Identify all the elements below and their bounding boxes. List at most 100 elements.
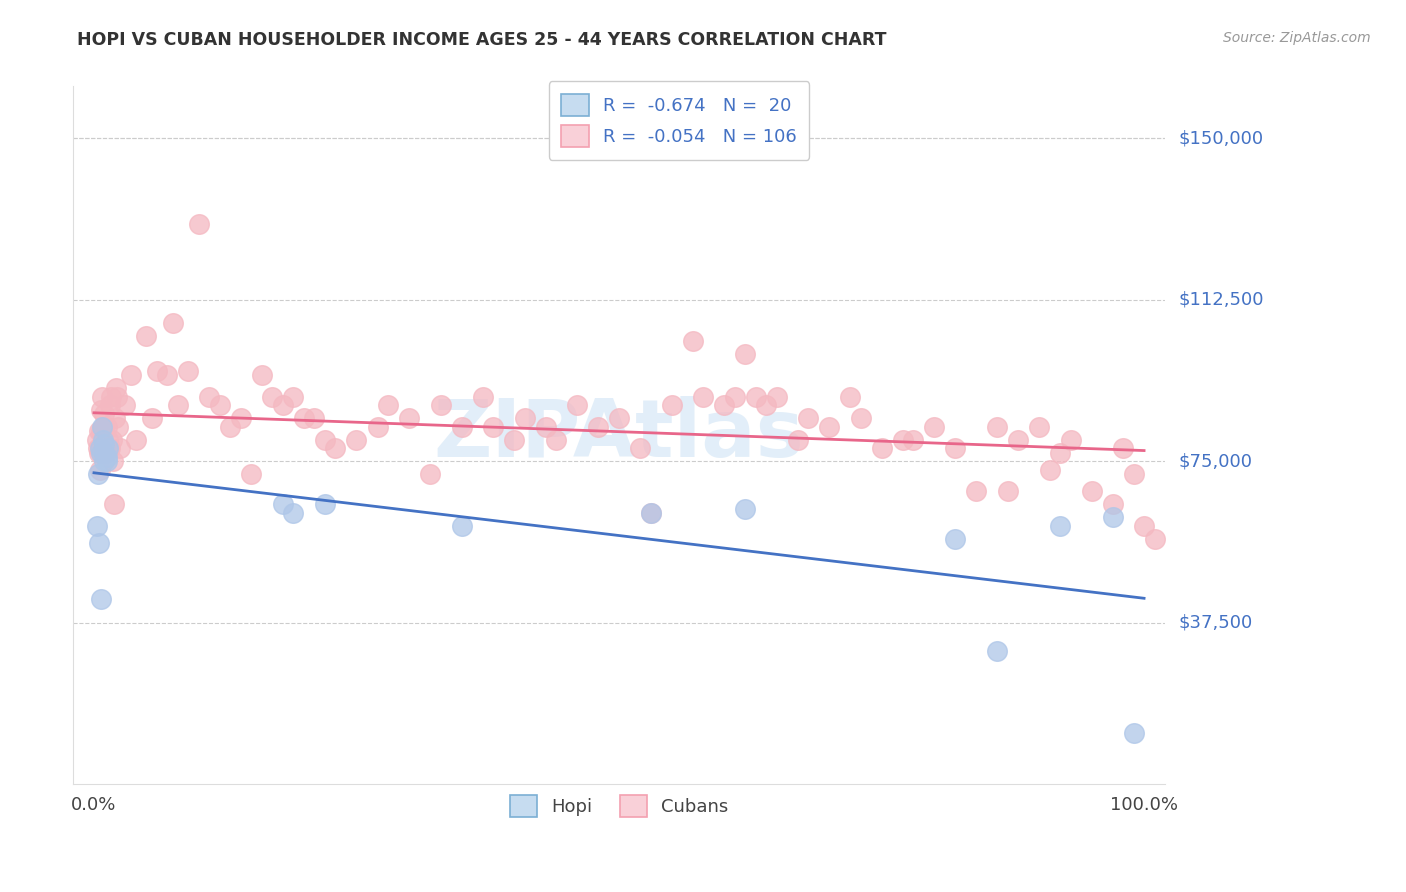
Point: [93, 437, 115, 451]
Point: [271, 497, 294, 511]
Point: [744, 390, 766, 404]
Point: [513, 411, 536, 425]
Point: [101, 433, 124, 447]
Point: [89, 536, 111, 550]
Point: [534, 419, 557, 434]
Point: [325, 442, 347, 456]
Point: [901, 433, 924, 447]
Point: [283, 390, 305, 404]
Point: [105, 381, 128, 395]
Point: [93, 419, 115, 434]
Point: [314, 433, 336, 447]
Point: [765, 390, 787, 404]
Point: [682, 334, 704, 348]
Point: [849, 411, 872, 425]
Point: [89, 442, 111, 456]
Point: [262, 390, 284, 404]
Point: [346, 433, 368, 447]
Point: [93, 433, 115, 447]
Point: [167, 398, 190, 412]
Point: [1049, 519, 1071, 533]
Point: [304, 411, 326, 425]
Point: [93, 445, 115, 459]
Point: [450, 419, 472, 434]
Point: [482, 419, 505, 434]
Point: [89, 442, 111, 456]
Point: [544, 433, 567, 447]
Point: [839, 390, 862, 404]
Point: [292, 411, 315, 425]
Point: [818, 419, 841, 434]
Point: [90, 445, 112, 459]
Point: [640, 506, 662, 520]
Point: [1007, 433, 1029, 447]
Point: [986, 419, 1008, 434]
Point: [734, 346, 756, 360]
Point: [786, 433, 808, 447]
Point: [91, 419, 114, 434]
Text: $112,500: $112,500: [1180, 291, 1264, 309]
Point: [86, 433, 108, 447]
Text: Source: ZipAtlas.com: Source: ZipAtlas.com: [1223, 31, 1371, 45]
Point: [93, 433, 115, 447]
Text: $150,000: $150,000: [1180, 129, 1264, 147]
Point: [98, 442, 121, 456]
Point: [96, 454, 118, 468]
Point: [1038, 463, 1060, 477]
Point: [86, 519, 108, 533]
Point: [107, 419, 129, 434]
Point: [90, 402, 112, 417]
Point: [986, 644, 1008, 658]
Point: [377, 398, 399, 412]
Point: [607, 411, 630, 425]
Point: [586, 419, 609, 434]
Point: [177, 364, 200, 378]
Point: [314, 497, 336, 511]
Point: [891, 433, 914, 447]
Point: [96, 450, 118, 464]
Point: [105, 390, 128, 404]
Point: [366, 419, 388, 434]
Point: [1143, 532, 1166, 546]
Point: [97, 442, 120, 456]
Point: [471, 390, 494, 404]
Point: [90, 424, 112, 438]
Point: [90, 592, 112, 607]
Point: [188, 217, 211, 231]
Point: [162, 317, 184, 331]
Point: [565, 398, 588, 412]
Point: [98, 398, 121, 412]
Point: [943, 442, 966, 456]
Point: [101, 454, 124, 468]
Point: [146, 364, 169, 378]
Point: [100, 390, 122, 404]
Text: $75,000: $75,000: [1180, 452, 1253, 470]
Point: [1101, 497, 1123, 511]
Point: [1028, 419, 1050, 434]
Point: [1080, 484, 1102, 499]
Point: [219, 419, 242, 434]
Point: [1059, 433, 1081, 447]
Point: [125, 433, 148, 447]
Point: [661, 398, 683, 412]
Text: ZIPAtlas: ZIPAtlas: [433, 396, 804, 475]
Point: [419, 467, 441, 482]
Point: [156, 368, 179, 382]
Point: [93, 437, 115, 451]
Point: [89, 463, 111, 477]
Point: [93, 419, 115, 434]
Point: [429, 398, 451, 412]
Point: [104, 411, 127, 425]
Point: [692, 390, 714, 404]
Point: [240, 467, 263, 482]
Point: [120, 368, 142, 382]
Point: [97, 442, 120, 456]
Point: [723, 390, 745, 404]
Point: [141, 411, 163, 425]
Point: [450, 519, 472, 533]
Point: [755, 398, 778, 412]
Point: [1133, 519, 1156, 533]
Point: [208, 398, 231, 412]
Text: $37,500: $37,500: [1180, 614, 1253, 632]
Point: [114, 398, 136, 412]
